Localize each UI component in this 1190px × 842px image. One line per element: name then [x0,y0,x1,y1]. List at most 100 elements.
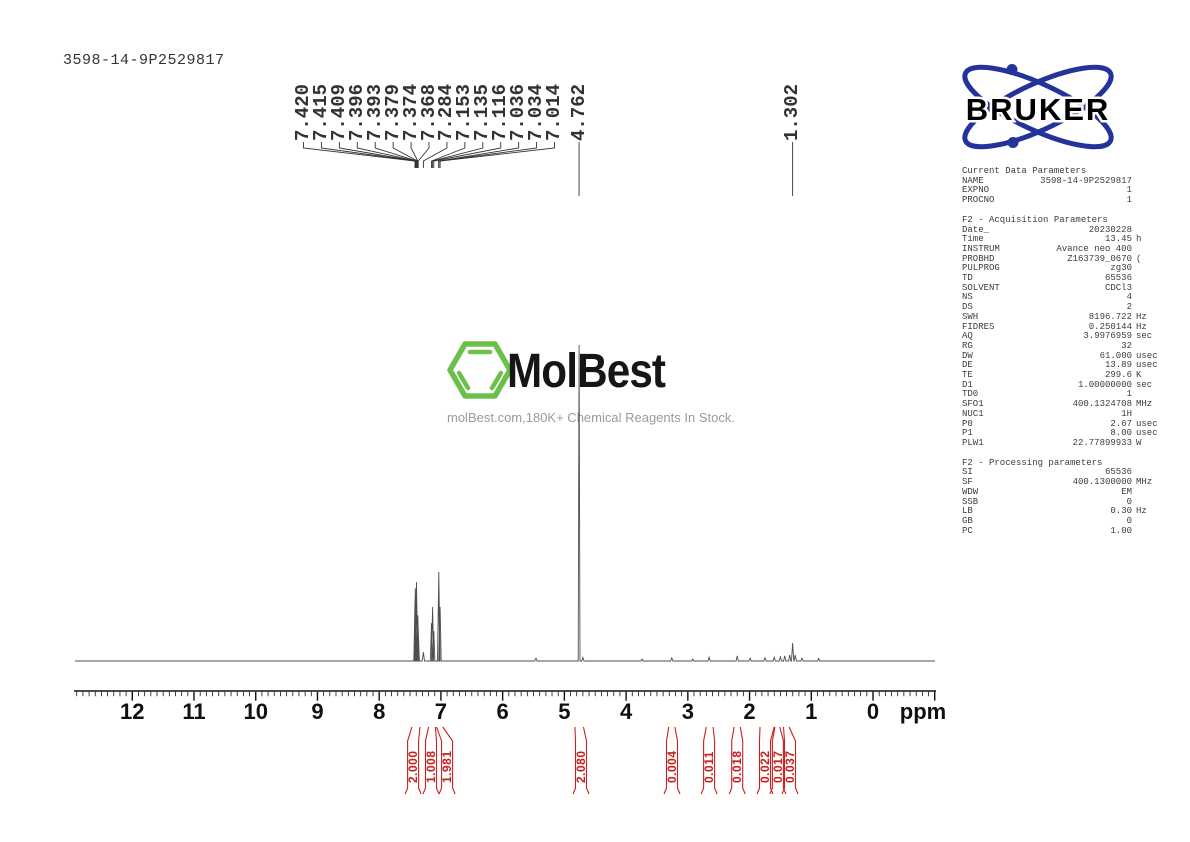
param-value: 61.000 [1099,350,1132,361]
param-row: NS 4 [962,293,1164,303]
axis-tick-label: 6 [496,699,509,724]
axis-tick-label: 8 [373,699,386,724]
param-row: DE 13.89 usec [962,361,1164,371]
param-unit: usec [1136,350,1158,361]
param-row: FIDRES 0.250144 Hz [962,321,1164,333]
param-row: WDW EM [962,486,1164,498]
param-unit: ( [1136,253,1142,264]
param-value: 4 [1126,292,1132,303]
parameters-panel: Current Data Parameters NAME 3598-14-9P252… [962,166,1164,536]
param-unit: MHz [1136,399,1153,410]
param-value: 1H [1121,408,1132,419]
param-value: 65536 [1104,273,1132,284]
param-label: P1 [962,428,973,439]
param-label: PROCNO [962,195,995,206]
param-label: FIDRES [962,321,995,332]
param-value: 1 [1126,185,1132,196]
axis-tick-label: 10 [243,699,268,724]
param-unit: Hz [1136,311,1147,322]
param-row: SOLVENT CDCl3 [962,282,1164,294]
param-row: TD0 1 [962,390,1164,400]
param-label: SSB [962,496,979,507]
param-value: 32 [1121,340,1132,351]
param-row: D1 1.00000000 sec [962,379,1164,391]
param-unit: W [1136,437,1142,448]
param-section-header: F2 - Acquisition Parameters [962,214,1108,225]
param-label: TE [962,370,973,381]
param-label: WDW [962,486,979,497]
param-label: SF [962,477,973,488]
param-unit: sec [1136,379,1153,390]
param-label: PROBHD [962,253,995,264]
param-value: 0.30 [1110,506,1132,517]
ppm-axis [74,690,936,701]
param-unit: usec [1136,428,1158,439]
param-row: TD 65536 [962,273,1164,284]
param-value: 0.250144 [1088,321,1132,332]
param-unit: usec [1136,418,1158,429]
param-row: Time 13.45 h [962,235,1164,245]
param-row: INSTRUM Avance neo 400 [962,243,1164,255]
param-row: PLW1 22.77899933 W [962,437,1164,449]
axis-tick-label: 1 [805,699,818,724]
param-label: P0 [962,418,973,429]
param-label: DS [962,302,973,313]
electron-dot-top [1006,64,1018,75]
param-label: LB [962,506,973,517]
axis-tick-label: 2 [743,699,756,724]
watermark-tagline: molBest.com,180K+ Chemical Reagents In S… [447,410,735,425]
param-label: PULPROG [962,263,1000,274]
param-unit: h [1136,234,1142,245]
param-value: 1.00 [1110,525,1132,536]
axis-tick-label: 9 [311,699,324,724]
param-row: RG 32 [962,340,1164,352]
param-row: Date_ 20230228 [962,224,1164,236]
param-value: 13.45 [1104,234,1132,245]
param-row: PULPROG zg30 [962,264,1164,274]
param-label: NAME [962,175,984,186]
param-label: GB [962,515,973,526]
param-value: 13.89 [1104,360,1132,371]
param-label: RG [962,340,973,351]
param-row: AQ 3.9976959 sec [962,332,1164,342]
param-value: 0 [1126,496,1132,507]
param-row: SSB 0 [962,496,1164,508]
param-label: SI [962,467,973,478]
param-value: zg30 [1110,263,1132,274]
param-section-header: F2 - Processing parameters [962,457,1103,468]
axis-tick-label: 0 [866,699,880,724]
param-unit: K [1136,370,1142,381]
param-value: 0 [1126,515,1132,526]
spectrum-trace [75,344,935,662]
param-value: 8196.722 [1088,311,1132,322]
param-value: 3598-14-9P2529817 [1040,175,1132,186]
param-label: Date_ [962,224,990,235]
param-row: NAME 3598-14-9P2529817 [962,175,1164,187]
param-value: 1 [1126,389,1132,400]
param-section-header: Current Data Parameters [962,166,1087,176]
param-value: Z163739_0670 [1067,253,1132,264]
param-value: 1.00000000 [1077,379,1132,390]
param-label: SFO1 [962,399,984,410]
param-label: NUC1 [962,408,984,419]
param-value: 400.1300000 [1072,477,1132,488]
param-row: SWH 8196.722 Hz [962,311,1164,323]
param-value: Avance neo 400 [1056,243,1132,254]
param-label: EXPNO [962,185,990,196]
param-row: DS 2 [962,302,1164,313]
param-value: CDCl3 [1104,282,1132,293]
param-value: 2.67 [1110,418,1132,429]
param-row: DW 61.000 usec [962,350,1164,362]
param-label: TD [962,273,973,284]
param-row: P1 8.00 usec [962,429,1164,439]
param-value: 8.00 [1110,428,1132,439]
param-label: PLW1 [962,437,984,448]
param-label: AQ [962,331,973,342]
param-value: 1 [1126,195,1132,206]
param-label: DE [962,360,973,371]
param-label: INSTRUM [962,243,1000,254]
param-label: SWH [962,311,979,322]
